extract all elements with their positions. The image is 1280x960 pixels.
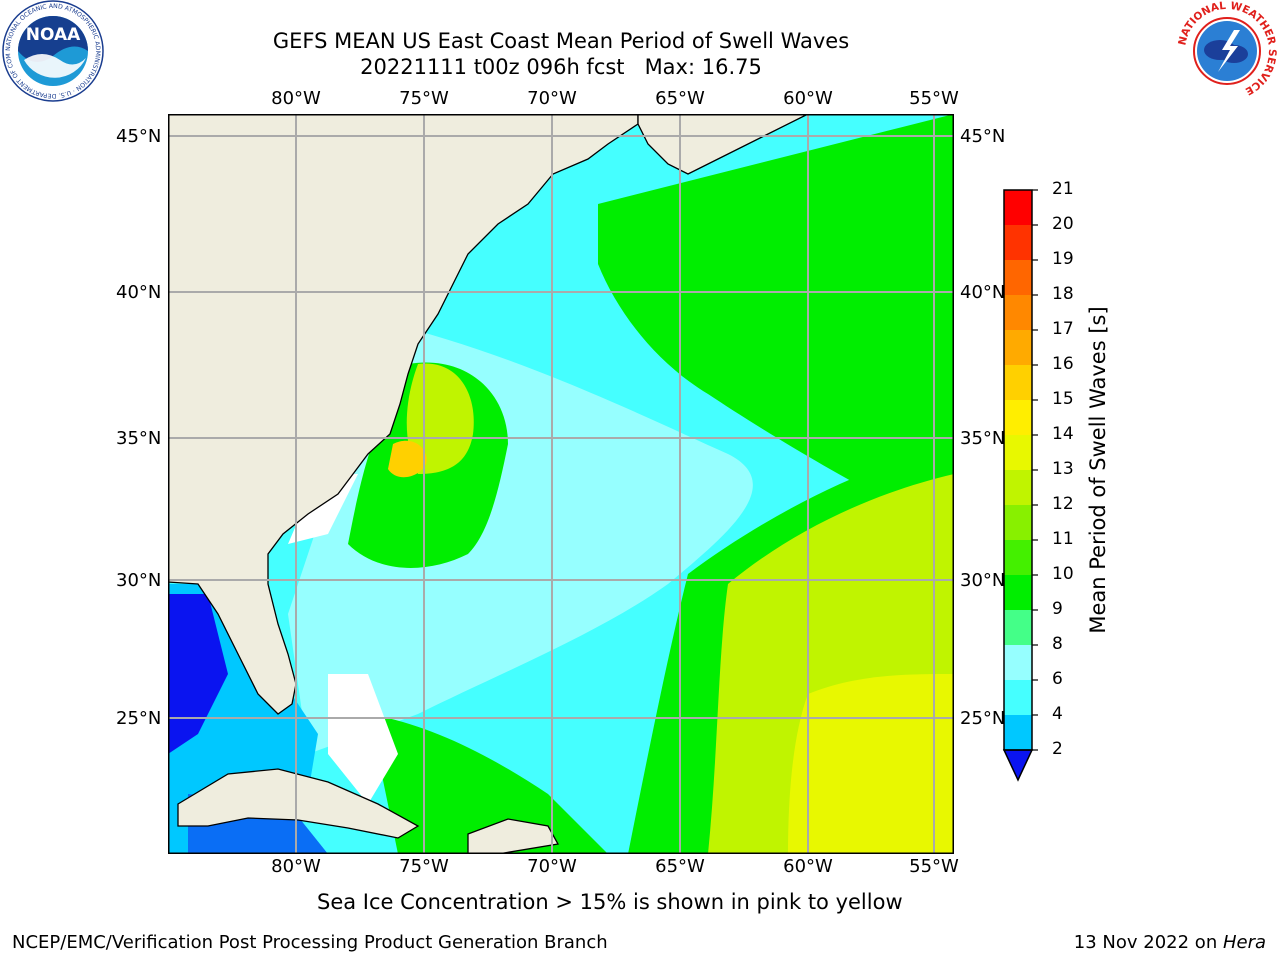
- colorbar-svg: [1002, 189, 1038, 782]
- lon-label: 75°W: [399, 856, 449, 877]
- colorbar-segment: [1004, 435, 1032, 470]
- colorbar-tick-label: 16: [1052, 354, 1074, 374]
- orange-region: [388, 440, 427, 478]
- colorbar-tick-labels: 2 4 6 8 9 10 11 12 13 14 15 16 17 18 19 20 21: [1052, 0, 1112, 960]
- map-svg: [168, 114, 954, 854]
- lat-label: 25°N: [960, 708, 1006, 729]
- green-region: [598, 114, 954, 534]
- lon-label: 65°W: [655, 856, 705, 877]
- colorbar-underflow: [1002, 749, 1034, 782]
- colorbar-segment: [1004, 365, 1032, 400]
- chart-subtitle: 20221111 t00z 096h fcst Max: 16.75: [360, 55, 762, 79]
- bottom-lon-labels: 80°W 75°W 70°W 65°W 60°W 55°W: [0, 856, 1280, 880]
- yellow-region: [788, 674, 954, 854]
- lon-label: 55°W: [909, 856, 959, 877]
- lon-label: 70°W: [527, 856, 577, 877]
- colorbar-tick-label: 17: [1052, 319, 1074, 339]
- sea-ice-note: Sea Ice Concentration > 15% is shown in …: [317, 890, 903, 914]
- lon-label: 60°W: [783, 88, 833, 109]
- colorbar-tick-label: 10: [1052, 564, 1074, 584]
- lon-label: 55°W: [909, 88, 959, 109]
- lat-label: 40°N: [116, 282, 162, 303]
- map-frame: [168, 114, 954, 854]
- chart-title: GEFS MEAN US East Coast Mean Period of S…: [272, 29, 850, 53]
- dark-blue-region: [168, 594, 228, 754]
- colorbar-segment: [1004, 470, 1032, 505]
- colorbar-tick-label: 2: [1052, 739, 1063, 759]
- lat-label: 35°N: [116, 428, 162, 449]
- noaa-logo: NATIONAL OCEANIC AND ATMOSPHERIC ADMINIS…: [0, 0, 104, 102]
- top-lon-labels: 80°W 75°W 70°W 65°W 60°W 55°W: [0, 88, 1280, 112]
- lon-label: 70°W: [527, 88, 577, 109]
- colorbar: [1000, 186, 1070, 786]
- colorbar-segment: [1004, 540, 1032, 575]
- colorbar-tick-label: 4: [1052, 704, 1063, 724]
- colorbar-segment: [1004, 505, 1032, 540]
- colorbar-segment: [1004, 400, 1032, 435]
- lat-label: 45°N: [960, 126, 1006, 147]
- hispaniola-land: [467, 818, 560, 854]
- colorbar-segment: [1004, 680, 1032, 715]
- colorbar-segment: [1004, 225, 1032, 260]
- map-panel: [168, 114, 954, 854]
- colorbar-tick-label: 18: [1052, 284, 1074, 304]
- lon-label: 65°W: [655, 88, 705, 109]
- colorbar-segment: [1004, 260, 1032, 295]
- lon-label: 80°W: [271, 856, 321, 877]
- colorbar-segment: [1004, 610, 1032, 645]
- colorbar-segment: [1004, 645, 1032, 680]
- green-region: [368, 714, 608, 854]
- lon-label: 80°W: [271, 88, 321, 109]
- colorbar-tick-label: 9: [1052, 599, 1063, 619]
- masked-region: [328, 674, 398, 804]
- colorbar-segment: [1004, 295, 1032, 330]
- colorbar-title: Mean Period of Swell Waves [s]: [1086, 306, 1110, 634]
- colorbar-segment: [1004, 330, 1032, 365]
- colorbar-tick-label: 12: [1052, 494, 1074, 514]
- colorbar-tick-label: 11: [1052, 529, 1074, 549]
- nws-logo: NATIONAL WEATHER SERVICE: [1176, 0, 1278, 102]
- lat-label: 30°N: [116, 570, 162, 591]
- noaa-wordmark: NOAA: [26, 25, 81, 45]
- lat-label: 35°N: [960, 428, 1006, 449]
- colorbar-tick-label: 19: [1052, 249, 1074, 269]
- colorbar-tick-label: 20: [1052, 214, 1074, 234]
- colorbar-segment: [1004, 575, 1032, 610]
- cuba-land: [177, 768, 420, 839]
- credit-line: NCEP/EMC/Verification Post Processing Pr…: [12, 932, 608, 953]
- date-host: Hera: [1222, 932, 1266, 953]
- date-line: 13 Nov 2022 on Hera: [1074, 932, 1266, 953]
- lat-label: 45°N: [116, 126, 162, 147]
- lon-label: 75°W: [399, 88, 449, 109]
- colorbar-tick-label: 15: [1052, 389, 1074, 409]
- colorbar-tick-label: 6: [1052, 669, 1063, 689]
- colorbar-tick-label: 21: [1052, 179, 1074, 199]
- colorbar-segment: [1004, 190, 1032, 225]
- lat-label: 40°N: [960, 282, 1006, 303]
- graticule: [168, 114, 954, 854]
- colorbar-tick-label: 8: [1052, 634, 1063, 654]
- lon-label: 60°W: [783, 856, 833, 877]
- lat-label: 25°N: [116, 708, 162, 729]
- date-prefix: 13 Nov 2022 on: [1073, 932, 1223, 953]
- north-america-land: [168, 114, 639, 715]
- colorbar-tick-label: 14: [1052, 424, 1074, 444]
- lat-label: 30°N: [960, 570, 1006, 591]
- colorbar-segment: [1004, 715, 1032, 750]
- colorbar-tick-label: 13: [1052, 459, 1074, 479]
